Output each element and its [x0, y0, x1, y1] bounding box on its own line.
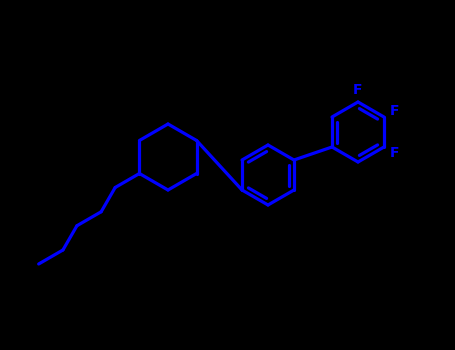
Text: F: F [353, 83, 363, 97]
Text: F: F [389, 104, 399, 118]
Text: F: F [389, 146, 399, 160]
